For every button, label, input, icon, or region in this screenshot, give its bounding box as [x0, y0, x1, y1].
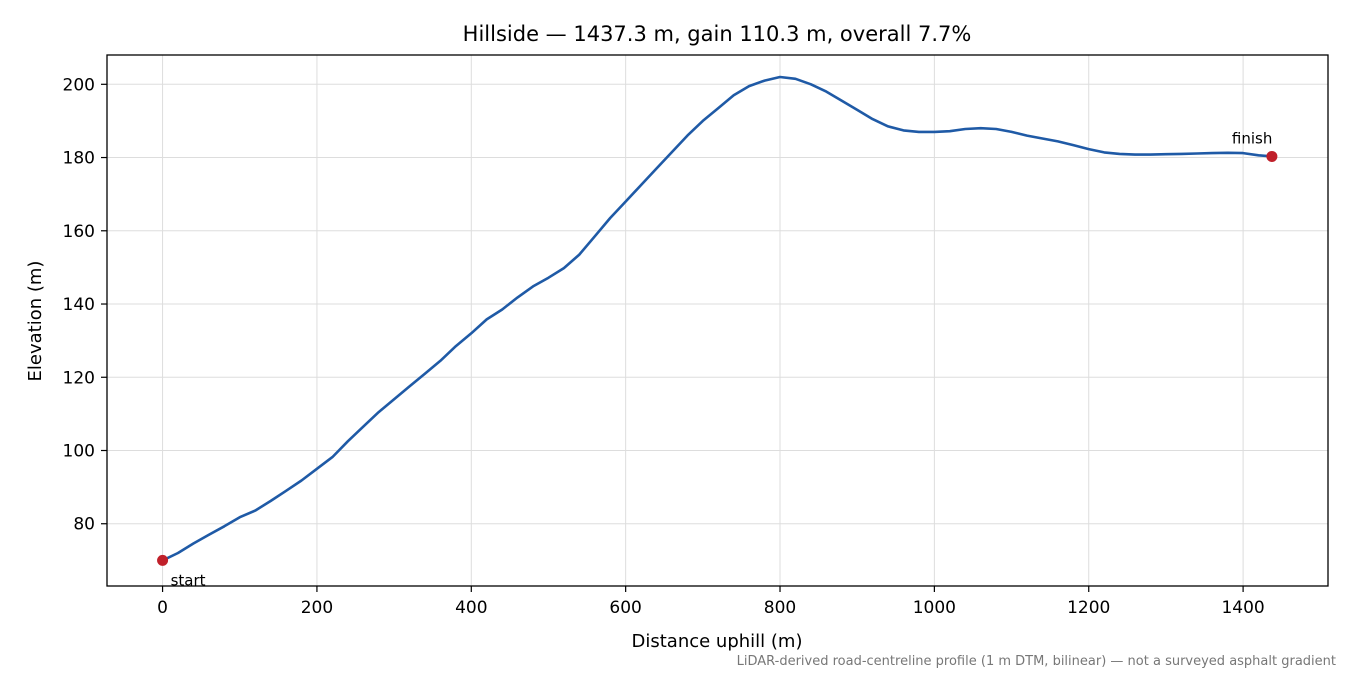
plot-frame	[106, 54, 1329, 587]
y-tick-label: 80	[73, 515, 95, 535]
y-tick-label: 120	[63, 368, 95, 388]
x-axis-ticks: 0 200 400 600 800 1000 1200 1400	[157, 586, 1265, 618]
y-axis-ticks: 80 100 120 140 160 180 200	[63, 75, 107, 535]
marker-layer: start finish	[157, 129, 1278, 589]
y-tick-label: 100	[63, 442, 95, 462]
x-tick-label: 400	[455, 598, 487, 618]
y-tick-label: 140	[63, 295, 95, 315]
y-axis-label: Elevation (m)	[25, 261, 46, 382]
x-tick-label: 1000	[913, 598, 956, 618]
x-tick-label: 600	[609, 598, 641, 618]
chart-footnote: LiDAR-derived road-centreline profile (1…	[737, 654, 1336, 669]
x-tick-label: 800	[764, 598, 796, 618]
series-layer	[162, 75, 1273, 562]
start-label: start	[171, 571, 206, 589]
x-tick-label: 1200	[1067, 598, 1110, 618]
finish-marker	[1266, 150, 1278, 162]
y-tick-label: 180	[63, 149, 95, 169]
x-tick-label: 200	[301, 598, 333, 618]
x-tick-label: 1400	[1221, 598, 1264, 618]
chart-title: Hillside — 1437.3 m, gain 110.3 m, overa…	[463, 22, 972, 46]
y-tick-label: 200	[63, 75, 95, 95]
elevation-profile-line	[162, 75, 1273, 562]
finish-label: finish	[1232, 129, 1272, 147]
x-tick-label: 0	[157, 598, 168, 618]
grid-lines	[107, 55, 1328, 586]
x-axis-label: Distance uphill (m)	[632, 631, 803, 652]
start-marker	[157, 554, 169, 566]
y-tick-label: 160	[63, 222, 95, 242]
